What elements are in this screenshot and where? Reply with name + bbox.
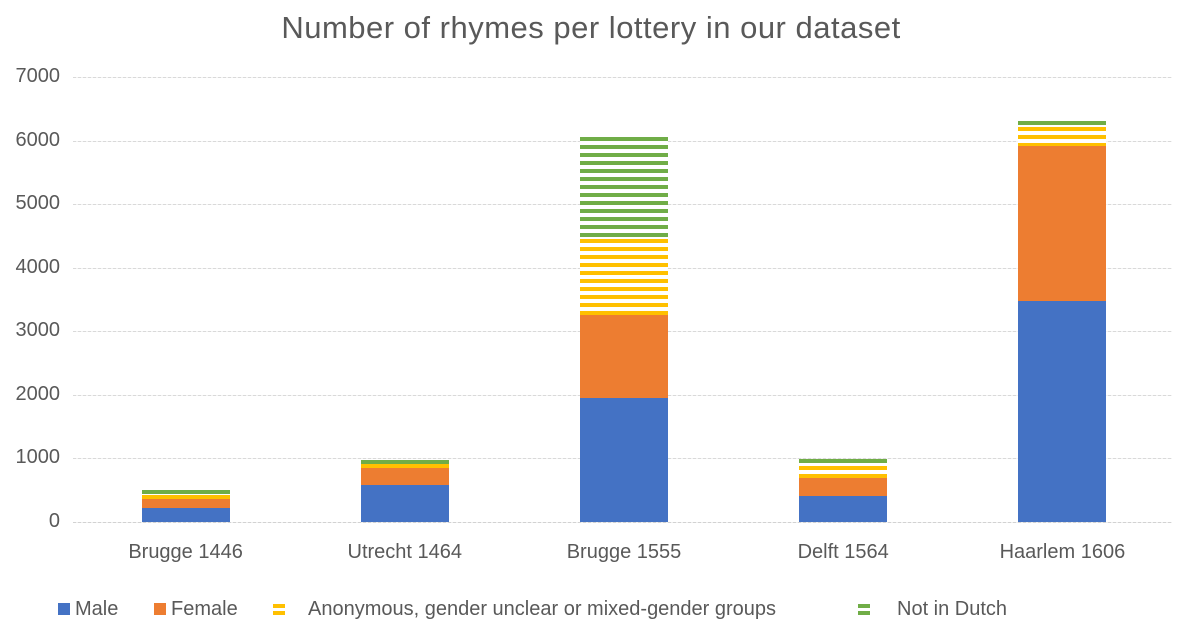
legend-label-male: Male	[75, 597, 119, 620]
chart-title: Number of rhymes per lottery in our data…	[281, 10, 901, 45]
legend-item-female: Female	[154, 597, 238, 621]
bar-segment-anonymous-gender-unc-brugge-1555	[580, 238, 668, 316]
legend-marker-not-in-dutch-icon	[858, 603, 870, 615]
gridline-0	[73, 522, 1172, 523]
y-tick-label-4000: 4000	[15, 255, 61, 278]
bar-utrecht-1464	[360, 77, 449, 522]
bar-segment-not-in-dutch-brugge-1446	[141, 490, 230, 496]
bar-segment-anonymous-gender-unc-utrecht-1464	[360, 464, 449, 468]
bar-segment-not-in-dutch-brugge-1555	[580, 137, 668, 239]
bar-segment-male-haarlem-1606	[1018, 300, 1107, 522]
bar-segment-anonymous-gender-unc-haarlem-1606	[1018, 127, 1107, 147]
legend-marker-female-icon	[154, 603, 166, 615]
bar-segment-male-utrecht-1464	[360, 485, 449, 522]
x-category-label-utrecht-1464: Utrecht 1464	[347, 541, 463, 563]
legend-marker-anonymous-gender-unc-icon	[273, 603, 285, 615]
bar-segment-not-in-dutch-utrecht-1464	[360, 460, 449, 465]
y-tick-label-3000: 3000	[15, 319, 61, 342]
y-tick-label-0: 0	[48, 510, 60, 533]
x-category-label-haarlem-1606: Haarlem 1606	[999, 541, 1126, 563]
bar-segment-male-delft-1564	[799, 495, 888, 522]
y-tick-label-7000: 7000	[15, 65, 61, 88]
x-category-label-brugge-1446: Brugge 1446	[128, 541, 243, 563]
x-category-label-delft-1564: Delft 1564	[797, 541, 889, 563]
bar-delft-1564	[799, 77, 888, 522]
bar-segment-female-brugge-1446	[141, 499, 230, 509]
bar-segment-male-brugge-1446	[141, 508, 230, 522]
bar-brugge-1555	[580, 77, 668, 522]
bar-segment-female-delft-1564	[799, 478, 888, 496]
bar-segment-male-brugge-1555	[580, 398, 668, 522]
bar-segment-anonymous-gender-unc-brugge-1446	[141, 495, 230, 500]
y-tick-label-2000: 2000	[15, 382, 61, 405]
legend-item-male: Male	[58, 597, 118, 621]
y-tick-label-5000: 5000	[15, 192, 61, 215]
bar-brugge-1446	[141, 77, 230, 522]
bar-segment-not-in-dutch-haarlem-1606	[1018, 121, 1107, 128]
legend-item-not-in-dutch: Not in Dutch	[858, 597, 1007, 621]
legend-marker-male-icon	[58, 603, 70, 615]
legend-item-anonymous-gender-unc: Anonymous, gender unclear or mixed-gende…	[273, 597, 776, 621]
bar-segment-female-brugge-1555	[580, 315, 668, 399]
legend-label-female: Female	[171, 597, 238, 620]
legend-label-anonymous-gender-unc: Anonymous, gender unclear or mixed-gende…	[308, 597, 777, 620]
plot-area	[73, 77, 1172, 523]
bar-segment-not-in-dutch-delft-1564	[799, 459, 888, 467]
bar-segment-female-utrecht-1464	[360, 467, 449, 486]
y-tick-label-1000: 1000	[15, 446, 61, 469]
bar-haarlem-1606	[1018, 77, 1107, 522]
x-category-label-brugge-1555: Brugge 1555	[566, 541, 682, 563]
y-tick-label-6000: 6000	[15, 128, 61, 151]
legend-label-not-in-dutch: Not in Dutch	[897, 597, 1008, 620]
gridline-7000	[73, 77, 1172, 78]
bar-segment-female-haarlem-1606	[1018, 146, 1107, 301]
bar-segment-anonymous-gender-unc-delft-1564	[799, 466, 888, 479]
